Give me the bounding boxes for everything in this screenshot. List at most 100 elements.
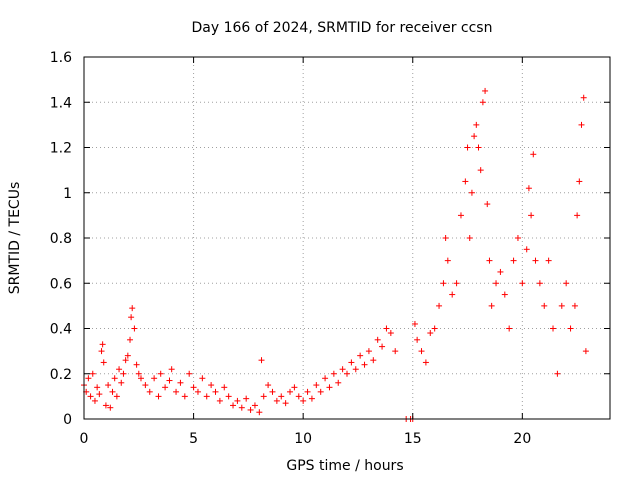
data-point <box>94 384 101 391</box>
data-point <box>365 348 372 355</box>
data-point <box>127 336 134 343</box>
data-point <box>510 257 517 264</box>
data-point <box>532 257 539 264</box>
data-point <box>558 302 565 309</box>
data-point <box>251 402 258 409</box>
data-point <box>99 341 106 348</box>
y-tick-label: 0.4 <box>50 322 72 338</box>
x-tick-label: 5 <box>189 431 198 447</box>
data-point <box>265 382 272 389</box>
data-point <box>488 302 495 309</box>
data-point <box>124 352 131 359</box>
data-point <box>216 397 223 404</box>
y-axis-label: SRMTID / TECUs <box>7 182 23 295</box>
data-point <box>234 397 241 404</box>
data-point <box>87 393 94 400</box>
data-point <box>475 144 482 151</box>
data-point <box>477 167 484 174</box>
data-point <box>317 388 324 395</box>
data-point <box>457 212 464 219</box>
data-point <box>374 336 381 343</box>
data-point <box>567 325 574 332</box>
data-point <box>536 280 543 287</box>
data-point <box>243 395 250 402</box>
data-point <box>525 185 532 192</box>
data-point <box>444 257 451 264</box>
data-point <box>102 402 109 409</box>
data-point <box>128 314 135 321</box>
data-point <box>256 409 263 416</box>
y-tick-label: 0.2 <box>50 367 72 383</box>
data-point <box>473 121 480 128</box>
data-point <box>449 291 456 298</box>
data-point <box>304 388 311 395</box>
data-point <box>486 257 493 264</box>
data-point <box>484 201 491 208</box>
data-point <box>453 280 460 287</box>
data-point <box>519 280 526 287</box>
data-point <box>582 348 589 355</box>
data-point <box>387 330 394 337</box>
data-point <box>247 406 254 413</box>
data-point <box>479 99 486 106</box>
data-point <box>212 388 219 395</box>
data-point <box>194 388 201 395</box>
x-tick-label: 15 <box>404 431 422 447</box>
data-point <box>497 268 504 275</box>
data-point <box>418 348 425 355</box>
data-point <box>155 393 162 400</box>
y-tick-label: 1 <box>63 186 72 202</box>
data-point <box>462 178 469 185</box>
data-point <box>411 320 418 327</box>
data-point <box>282 400 289 407</box>
data-point <box>357 352 364 359</box>
data-point <box>427 330 434 337</box>
data-point <box>348 359 355 366</box>
y-tick-label: 1.4 <box>50 95 72 111</box>
data-point <box>177 379 184 386</box>
data-point <box>173 388 180 395</box>
data-point <box>541 302 548 309</box>
gridlines <box>84 57 610 419</box>
data-point <box>186 370 193 377</box>
data-point <box>107 404 114 411</box>
data-point <box>221 384 228 391</box>
data-point <box>273 397 280 404</box>
data-point <box>442 235 449 241</box>
data-point <box>238 404 245 411</box>
data-point <box>260 393 267 400</box>
data-point <box>545 257 552 264</box>
y-tick-label: 1.2 <box>50 141 72 157</box>
data-point <box>379 343 386 350</box>
data-point <box>208 382 215 389</box>
data-point <box>181 393 188 400</box>
data-point <box>482 87 489 94</box>
data-point <box>129 305 136 312</box>
data-point <box>580 94 587 101</box>
data-point <box>96 391 103 398</box>
data-point <box>392 348 399 355</box>
x-axis: 0 5 10 15 20 <box>80 57 531 447</box>
data-point <box>111 375 118 382</box>
data-point <box>576 178 583 185</box>
data-point <box>120 370 127 377</box>
x-axis-label: GPS time / hours <box>286 458 403 474</box>
data-point <box>258 357 265 364</box>
data-point <box>190 384 197 391</box>
data-point <box>166 377 173 384</box>
data-point <box>278 393 285 400</box>
data-point <box>287 388 294 395</box>
data-point <box>98 348 105 355</box>
data-point <box>100 359 107 366</box>
data-point <box>322 375 329 382</box>
data-point <box>530 151 537 158</box>
data-point <box>133 361 140 368</box>
data-point <box>105 382 112 389</box>
data-point <box>422 359 429 366</box>
y-axis: 0 0.2 0.4 0.6 0.8 1 1.2 1.4 1.6 <box>50 50 610 428</box>
data-point <box>339 366 346 373</box>
data-point <box>383 325 390 332</box>
data-point <box>146 388 153 395</box>
data-point <box>168 366 175 373</box>
